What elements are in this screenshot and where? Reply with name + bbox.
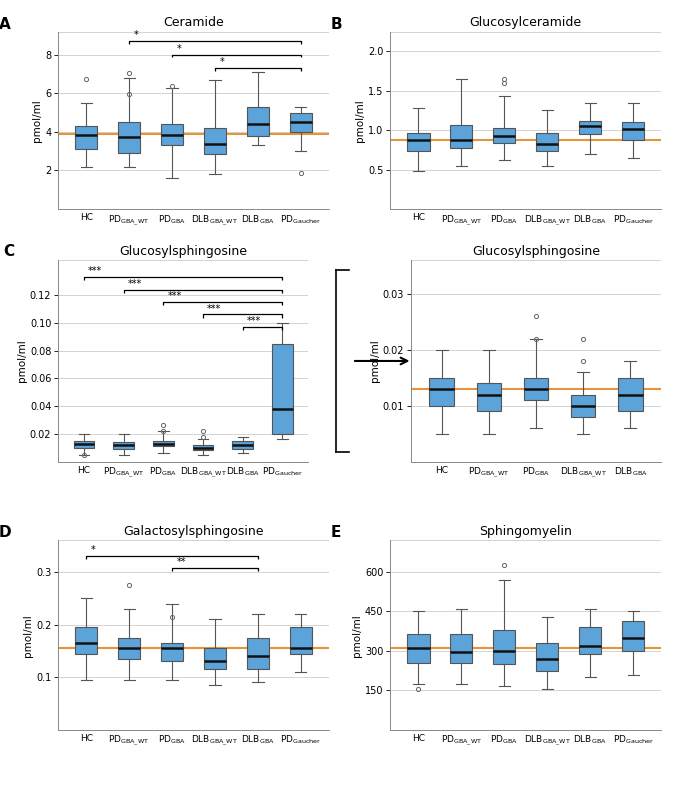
PathPatch shape [450,125,473,148]
PathPatch shape [272,344,292,434]
Y-axis label: pmol/ml: pmol/ml [23,614,33,656]
Title: Galactosylsphingosine: Galactosylsphingosine [123,525,264,538]
Text: C: C [3,245,14,260]
PathPatch shape [493,128,515,143]
PathPatch shape [579,627,601,653]
PathPatch shape [161,124,183,145]
PathPatch shape [579,121,601,134]
PathPatch shape [477,383,501,411]
Text: ***: *** [167,291,182,301]
Text: ***: *** [207,304,221,313]
PathPatch shape [524,378,548,400]
Title: Ceramide: Ceramide [163,16,224,29]
Title: Glucosylsphingosine: Glucosylsphingosine [472,245,600,258]
PathPatch shape [232,441,253,449]
PathPatch shape [622,122,645,140]
Text: A: A [0,17,10,32]
Text: ***: *** [88,266,102,276]
PathPatch shape [192,445,214,451]
PathPatch shape [75,627,97,653]
PathPatch shape [290,627,312,653]
Text: E: E [331,525,341,540]
PathPatch shape [493,630,515,664]
Text: *: * [176,44,181,54]
PathPatch shape [290,113,312,132]
Title: Glucosylsphingosine: Glucosylsphingosine [119,245,247,258]
Text: ***: *** [247,316,261,326]
Y-axis label: pmol/ml: pmol/ml [356,99,365,142]
PathPatch shape [618,378,643,411]
PathPatch shape [75,126,97,149]
Text: *: * [90,545,95,555]
Text: D: D [0,525,12,540]
PathPatch shape [204,649,226,669]
Title: Glucosylceramide: Glucosylceramide [470,16,582,29]
PathPatch shape [622,621,645,651]
PathPatch shape [204,128,226,154]
PathPatch shape [74,441,95,447]
Y-axis label: pmol/ml: pmol/ml [352,614,362,656]
Text: *: * [134,31,138,40]
PathPatch shape [407,133,429,151]
PathPatch shape [247,638,269,669]
PathPatch shape [161,643,183,661]
Y-axis label: pmol/ml: pmol/ml [370,339,379,383]
Title: Sphingomyelin: Sphingomyelin [479,525,572,538]
Text: B: B [331,17,342,32]
PathPatch shape [571,394,595,417]
Text: **: ** [176,557,186,567]
Text: *: * [219,58,224,67]
Text: ***: *** [127,279,142,289]
PathPatch shape [450,634,473,663]
PathPatch shape [407,634,429,663]
PathPatch shape [118,638,140,659]
Y-axis label: pmol/ml: pmol/ml [32,99,42,142]
PathPatch shape [114,442,134,449]
Y-axis label: pmol/ml: pmol/ml [17,339,27,383]
PathPatch shape [429,378,454,406]
PathPatch shape [153,441,174,447]
PathPatch shape [118,122,140,153]
PathPatch shape [247,107,269,136]
PathPatch shape [536,133,558,151]
PathPatch shape [536,643,558,671]
